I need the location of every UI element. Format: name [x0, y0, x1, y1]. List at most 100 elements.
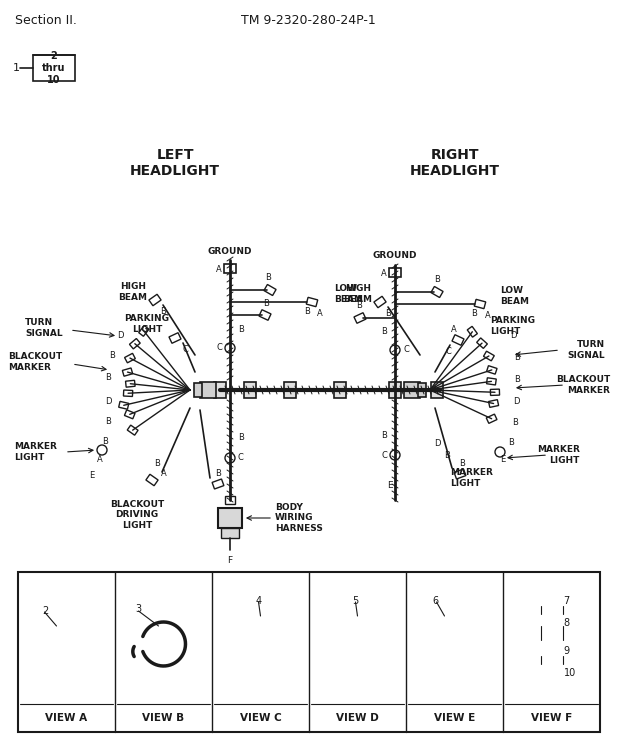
- Text: C: C: [381, 451, 387, 459]
- Bar: [125, 380, 135, 388]
- Circle shape: [549, 645, 555, 651]
- Circle shape: [439, 602, 466, 630]
- Text: 3: 3: [136, 604, 142, 614]
- Text: 5: 5: [352, 596, 358, 606]
- Bar: [264, 285, 276, 296]
- Text: Section II.: Section II.: [15, 14, 77, 27]
- Text: B: B: [105, 417, 111, 427]
- Bar: [431, 287, 443, 298]
- Circle shape: [447, 611, 457, 621]
- Bar: [306, 297, 318, 307]
- Bar: [486, 414, 497, 423]
- Bar: [454, 469, 466, 479]
- Bar: [484, 351, 494, 361]
- Bar: [122, 368, 133, 376]
- Bar: [130, 339, 140, 349]
- Text: MARKER
LIGHT: MARKER LIGHT: [537, 445, 580, 465]
- Text: VIEW D: VIEW D: [336, 713, 379, 723]
- Bar: [487, 378, 496, 385]
- Bar: [212, 479, 224, 489]
- Text: HIGH
BEAM: HIGH BEAM: [344, 285, 373, 304]
- Bar: [244, 382, 256, 398]
- Bar: [389, 268, 401, 276]
- Bar: [125, 410, 135, 419]
- Bar: [225, 496, 235, 504]
- Text: B: B: [215, 468, 221, 477]
- Bar: [489, 399, 499, 408]
- Text: C: C: [445, 348, 451, 356]
- Text: LOW
BEAM: LOW BEAM: [334, 285, 363, 304]
- Text: RIGHT
HEADLIGHT: RIGHT HEADLIGHT: [410, 148, 500, 178]
- Bar: [118, 402, 129, 409]
- Text: A: A: [97, 456, 103, 465]
- Text: B: B: [102, 437, 108, 447]
- Text: VIEW B: VIEW B: [143, 713, 184, 723]
- Text: VIEW E: VIEW E: [434, 713, 475, 723]
- Ellipse shape: [539, 659, 565, 669]
- Text: B: B: [238, 325, 244, 334]
- Text: D: D: [510, 331, 516, 340]
- Bar: [169, 333, 181, 343]
- Bar: [404, 382, 420, 398]
- Bar: [487, 365, 497, 374]
- Text: A: A: [216, 265, 222, 274]
- Bar: [139, 325, 149, 336]
- Text: D: D: [434, 439, 441, 448]
- Text: MARKER
LIGHT: MARKER LIGHT: [450, 468, 493, 488]
- Text: GROUND: GROUND: [208, 247, 252, 256]
- Text: HIGH
BEAM: HIGH BEAM: [118, 282, 147, 302]
- Bar: [539, 664, 565, 684]
- Text: B: B: [471, 310, 477, 319]
- Bar: [284, 382, 296, 398]
- Text: E: E: [89, 471, 94, 479]
- Bar: [467, 326, 478, 337]
- Circle shape: [540, 589, 563, 611]
- Circle shape: [495, 447, 505, 457]
- Bar: [452, 335, 464, 345]
- Bar: [259, 310, 271, 320]
- Bar: [431, 382, 443, 398]
- Text: C: C: [182, 345, 188, 354]
- Bar: [125, 353, 135, 363]
- Text: E: E: [387, 480, 393, 490]
- Text: B: B: [160, 308, 166, 316]
- Bar: [146, 474, 158, 486]
- Circle shape: [247, 622, 275, 650]
- Circle shape: [544, 640, 560, 656]
- Circle shape: [225, 343, 235, 353]
- Text: 8: 8: [563, 618, 569, 628]
- Text: B: B: [385, 310, 391, 319]
- Text: D: D: [105, 397, 111, 407]
- Circle shape: [254, 630, 267, 642]
- Text: PARKING
LIGHT: PARKING LIGHT: [490, 316, 535, 336]
- Text: VIEW F: VIEW F: [531, 713, 572, 723]
- Text: B: B: [381, 431, 387, 439]
- Bar: [221, 528, 239, 538]
- Text: B: B: [265, 273, 271, 282]
- Text: A: A: [161, 470, 167, 479]
- Bar: [127, 425, 138, 435]
- Text: TURN
SIGNAL: TURN SIGNAL: [25, 319, 62, 338]
- Text: 6: 6: [433, 596, 439, 606]
- Circle shape: [97, 445, 107, 455]
- Text: BLACKOUT
DRIVING
LIGHT: BLACKOUT DRIVING LIGHT: [110, 500, 164, 530]
- Text: C: C: [216, 344, 222, 353]
- Bar: [59, 614, 75, 623]
- Text: B: B: [381, 328, 387, 336]
- Text: C: C: [403, 345, 409, 354]
- Text: 10: 10: [563, 668, 576, 678]
- Bar: [149, 294, 161, 306]
- Bar: [200, 382, 216, 398]
- Text: VIEW A: VIEW A: [46, 713, 88, 723]
- Text: BLACKOUT
MARKER: BLACKOUT MARKER: [556, 375, 610, 395]
- Bar: [474, 299, 486, 309]
- Circle shape: [547, 616, 555, 624]
- Text: B: B: [508, 438, 514, 447]
- Bar: [218, 508, 242, 528]
- Bar: [59, 622, 73, 636]
- Text: BODY
WIRING
HARNESS: BODY WIRING HARNESS: [275, 503, 323, 533]
- Circle shape: [390, 345, 400, 355]
- Text: B: B: [459, 459, 465, 468]
- Text: B: B: [238, 433, 244, 442]
- Bar: [349, 629, 366, 669]
